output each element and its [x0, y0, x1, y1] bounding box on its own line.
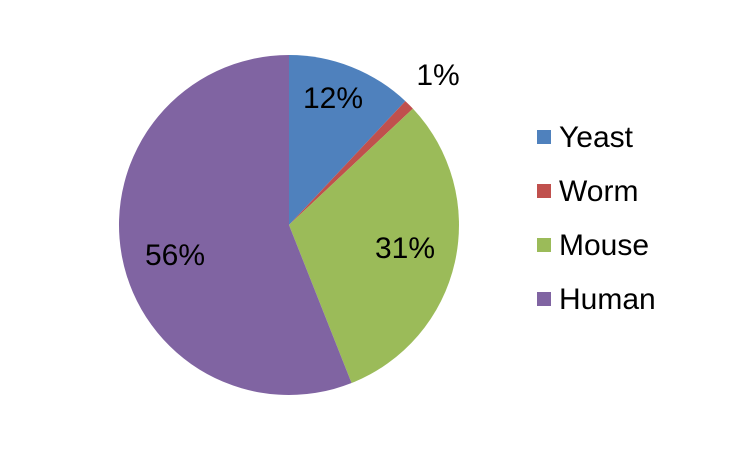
legend-swatch-human — [537, 292, 551, 306]
data-label-worm: 1% — [416, 59, 459, 92]
legend-label-worm: Worm — [559, 175, 638, 208]
pie-slice-yeast — [289, 55, 406, 225]
legend-label-human: Human — [559, 283, 656, 316]
legend-label-mouse: Mouse — [559, 229, 649, 262]
pie-slice-mouse — [289, 108, 459, 384]
data-label-human: 56% — [145, 239, 205, 272]
legend-item-human: Human — [537, 283, 656, 316]
pie-slices — [118, 55, 459, 395]
legend-label-yeast: Yeast — [559, 121, 634, 154]
legend-swatch-worm — [537, 184, 551, 198]
legend-swatch-mouse — [537, 238, 551, 252]
legend-item-yeast: Yeast — [537, 121, 634, 154]
data-label-mouse: 31% — [375, 232, 435, 265]
pie-data-labels: 12% 1% 31% 56% — [145, 59, 460, 272]
legend-item-worm: Worm — [537, 175, 638, 208]
data-label-yeast: 12% — [303, 82, 363, 115]
legend-item-mouse: Mouse — [537, 229, 649, 262]
pie-slice-worm — [289, 101, 413, 225]
legend-swatch-yeast — [537, 130, 551, 144]
legend: Yeast Worm Mouse Human — [537, 121, 656, 316]
pie-slice-human — [118, 55, 352, 395]
